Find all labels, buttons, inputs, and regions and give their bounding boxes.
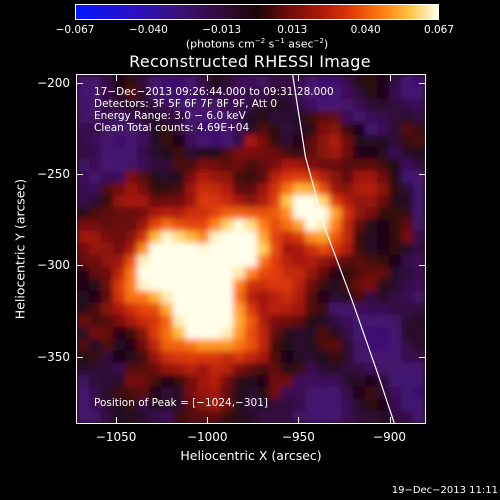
x-tick-mark <box>298 417 300 424</box>
y-tick-mark <box>419 265 426 267</box>
plot-title: Reconstructed RHESSI Image <box>129 52 371 71</box>
x-tick-mark <box>298 74 300 81</box>
info-time: 17−Dec−2013 09:26:44.000 to 09:31:28.000 <box>94 86 334 98</box>
emission-pixels <box>77 75 425 423</box>
colorbar-tick-label: −0.040 <box>128 24 168 36</box>
colorbar <box>75 4 439 20</box>
x-tick-label: −1050 <box>95 430 137 444</box>
colorbar-tick-label: −0.067 <box>55 24 95 36</box>
timestamp: 19−Dec−2013 11:11 <box>391 485 498 496</box>
y-tick-mark <box>419 356 426 358</box>
info-energy: Energy Range: 3.0 − 6.0 keV <box>94 110 246 122</box>
x-tick-label: −950 <box>281 430 315 444</box>
y-tick-label: −350 <box>37 349 70 364</box>
rhessi-image <box>76 74 426 424</box>
colorbar-tick-label: 0.040 <box>350 24 381 36</box>
y-tick-mark <box>76 265 83 267</box>
x-tick-mark <box>116 74 118 81</box>
info-clean: Clean Total counts: 4.69E+04 <box>94 122 250 134</box>
colorbar-units: (photons cm−2 s−1 asec−2) <box>185 37 329 51</box>
solar-limb <box>292 75 395 423</box>
y-tick-mark <box>76 83 83 85</box>
image-canvas <box>77 75 425 423</box>
x-tick-label: −900 <box>373 430 407 444</box>
y-tick-mark <box>419 83 426 85</box>
info-peak: Position of Peak = [−1024,−301] <box>94 397 268 409</box>
y-axis-label: Heliocentric Y (arcsec) <box>12 178 28 320</box>
colorbar-tick-label: 0.013 <box>277 24 308 36</box>
y-tick-label: −300 <box>37 258 70 273</box>
y-tick-mark <box>419 174 426 176</box>
x-axis-label: Heliocentric X (arcsec) <box>180 448 322 463</box>
x-tick-mark <box>207 417 209 424</box>
colorbar-tick-label: 0.067 <box>423 24 455 36</box>
x-tick-mark <box>116 417 118 424</box>
y-tick-mark <box>76 174 83 176</box>
x-tick-label: −1000 <box>186 430 228 444</box>
y-tick-label: −250 <box>37 167 70 182</box>
colorbar-tick-label: −0.013 <box>202 24 242 36</box>
x-tick-mark <box>207 74 209 81</box>
x-tick-mark <box>389 74 391 81</box>
y-tick-label: −200 <box>37 76 70 91</box>
x-tick-mark <box>389 417 391 424</box>
info-detectors: Detectors: 3F 5F 6F 7F 8F 9F, Att 0 <box>94 98 278 110</box>
y-tick-mark <box>76 356 83 358</box>
